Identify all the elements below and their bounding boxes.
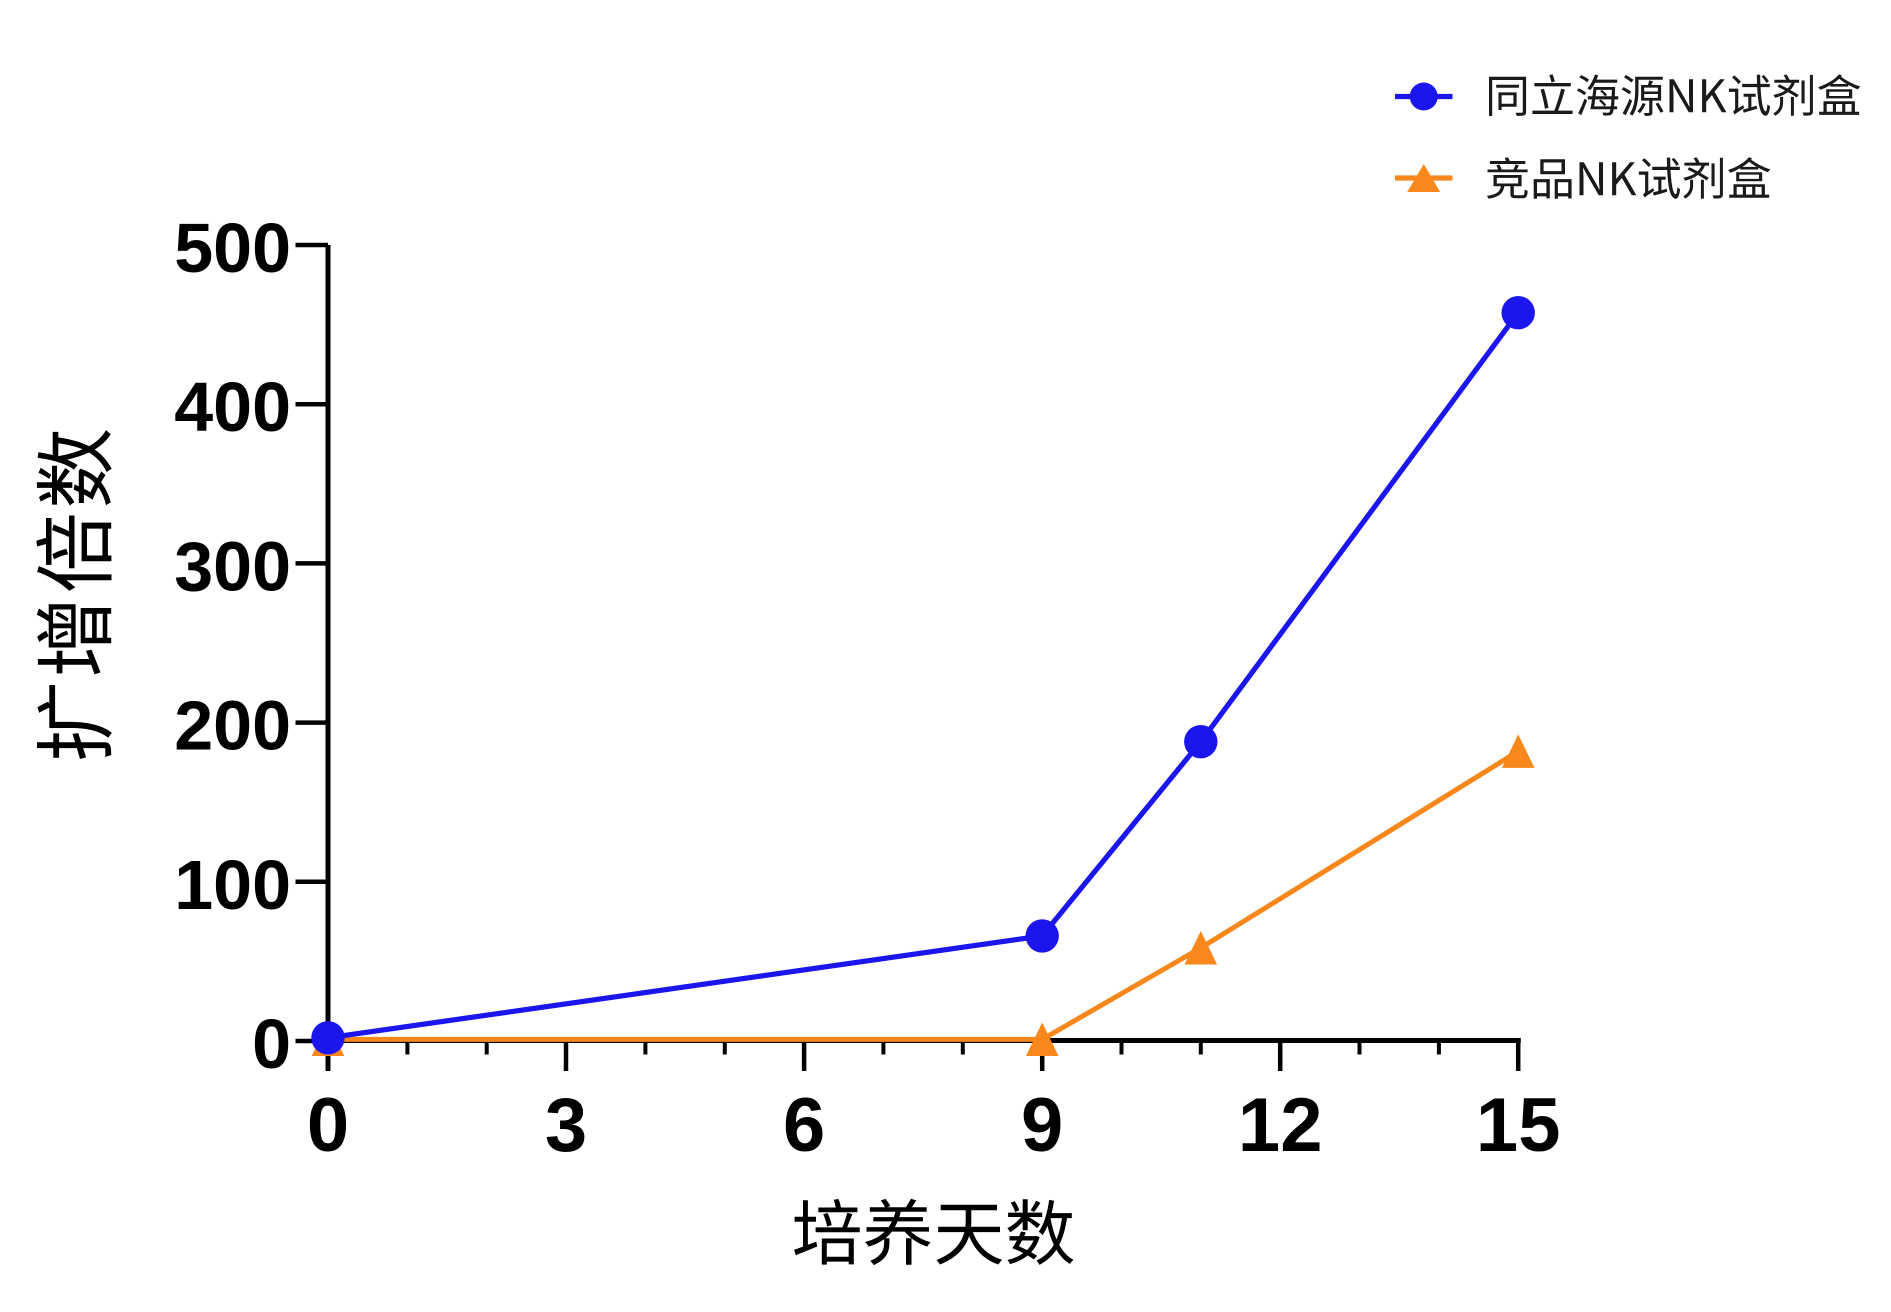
svg-text:6: 6 [783, 1083, 825, 1168]
svg-text:300: 300 [174, 527, 291, 605]
svg-text:200: 200 [174, 687, 291, 765]
svg-text:500: 500 [174, 209, 291, 287]
svg-text:0: 0 [307, 1083, 349, 1168]
svg-text:400: 400 [174, 368, 291, 446]
svg-text:100: 100 [174, 846, 291, 924]
svg-text:12: 12 [1238, 1083, 1323, 1168]
svg-text:3: 3 [545, 1083, 587, 1168]
svg-text:0: 0 [252, 1005, 291, 1083]
svg-text:15: 15 [1476, 1083, 1561, 1168]
svg-text:9: 9 [1021, 1083, 1063, 1168]
